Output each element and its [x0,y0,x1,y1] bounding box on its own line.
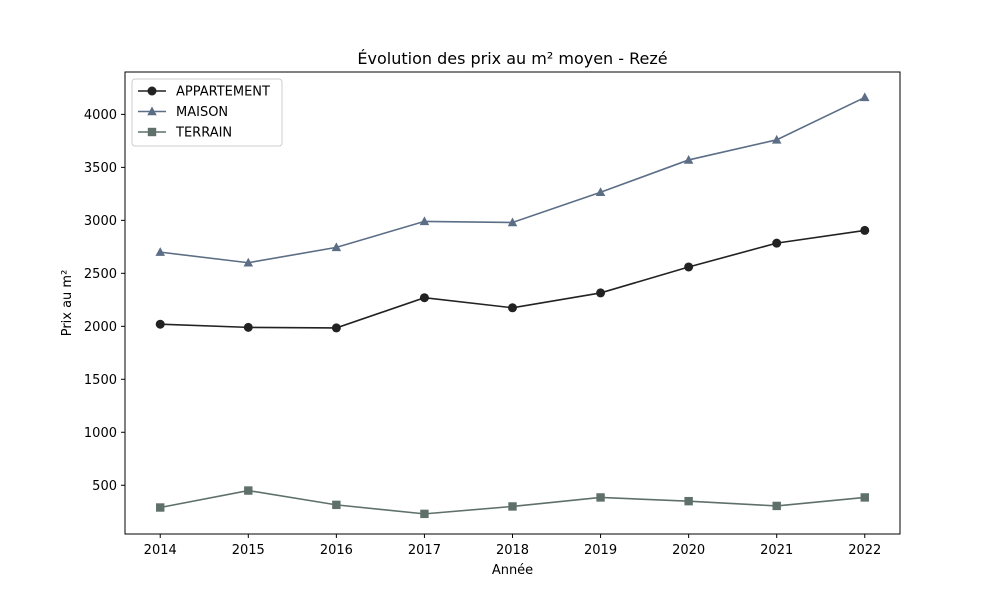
y-tick-label: 3000 [84,214,117,229]
data-point [508,502,517,511]
series-maison [155,92,870,267]
x-tick-label: 2014 [144,543,177,558]
legend-item-maison: MAISON [138,105,228,120]
x-tick-label: 2020 [672,543,705,558]
x-tick-label: 2019 [584,543,617,558]
data-point [147,86,157,96]
x-tick-label: 2016 [320,543,353,558]
y-tick-label: 2000 [84,320,117,335]
y-tick-label: 4000 [84,108,117,123]
plot-area: 2014 2015 2016 2017 2018 2019 2020 2021 2022 500 1… [84,108,881,558]
x-tick-label: 2021 [760,543,793,558]
y-tick-label: 1500 [84,373,117,388]
data-point [860,225,870,235]
y-tick-label: 500 [92,479,117,494]
data-point [772,238,782,248]
data-point [155,319,165,329]
legend: APPARTEMENT MAISON TERRAIN [131,78,283,147]
data-point [595,187,606,197]
x-tick-label: 2018 [496,543,529,558]
data-point [771,134,782,144]
data-point [772,501,781,511]
data-point [244,486,253,495]
plot-frame [124,71,901,535]
series-terrain [156,486,869,519]
data-point [684,496,693,506]
x-tick-label: 2017 [408,543,441,558]
data-point [596,493,605,502]
legend-box [131,78,283,147]
series-appartement [155,225,870,333]
x-axis-label: Année [492,563,533,578]
data-point [508,303,517,313]
data-point [420,509,429,519]
data-point [331,323,341,333]
data-point [860,92,870,102]
data-point [684,262,694,272]
data-point [331,242,342,252]
legend-label: MAISON [176,105,228,120]
data-point [507,217,518,227]
legend-item-terrain: TERRAIN [138,126,232,141]
legend-label: TERRAIN [175,126,232,141]
legend-label: APPARTEMENT [176,85,270,100]
data-point [155,247,165,256]
data-point [243,257,254,267]
data-point [147,127,157,137]
data-point [596,288,606,298]
x-tick-label: 2015 [232,543,265,558]
data-point [419,216,430,226]
data-point [860,493,869,502]
data-point [683,154,694,164]
data-point [243,322,253,332]
y-tick-label: 2500 [84,267,117,282]
data-point [419,293,429,303]
y-tick-label: 3500 [84,161,117,176]
chart-title: Évolution des prix au m² moyen - Rezé [357,49,667,68]
x-tick-label: 2022 [848,543,881,558]
data-point [147,106,157,116]
legend-item-appartement: APPARTEMENT [138,85,270,100]
data-point [332,500,341,510]
data-point [156,503,165,512]
series-line [160,229,865,329]
y-tick-label: 1000 [84,426,117,441]
series-group [155,92,870,519]
y-axis-label: Prix au m² [60,270,75,337]
